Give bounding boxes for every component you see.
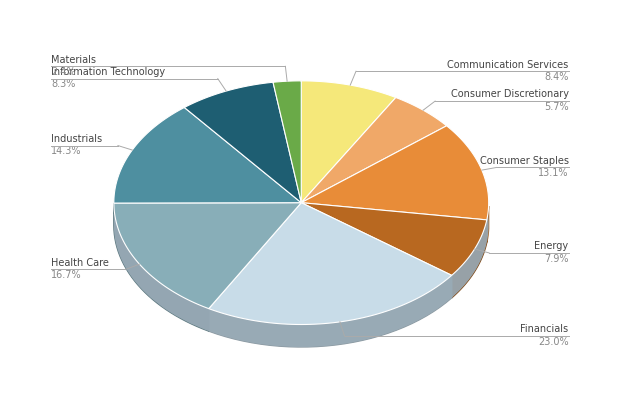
Text: Communication Services: Communication Services — [447, 59, 568, 70]
Polygon shape — [452, 220, 487, 298]
Polygon shape — [301, 203, 487, 275]
Text: 8.4%: 8.4% — [544, 72, 568, 82]
Polygon shape — [114, 203, 209, 331]
Text: Information Technology: Information Technology — [51, 67, 165, 77]
Text: Consumer Discretionary: Consumer Discretionary — [451, 89, 568, 99]
Polygon shape — [273, 81, 301, 203]
Text: 2.4%: 2.4% — [51, 67, 76, 77]
Text: Industrials: Industrials — [51, 134, 102, 144]
Text: Materials: Materials — [51, 55, 96, 65]
Text: 5.7%: 5.7% — [544, 102, 568, 112]
Polygon shape — [487, 206, 488, 242]
Polygon shape — [209, 275, 452, 347]
Text: 13.1%: 13.1% — [538, 168, 568, 178]
Text: 7.9%: 7.9% — [544, 253, 568, 263]
Polygon shape — [114, 107, 301, 203]
Text: Financials: Financials — [520, 324, 568, 334]
Text: 16.7%: 16.7% — [51, 270, 82, 280]
Polygon shape — [114, 203, 301, 308]
Text: Health Care: Health Care — [51, 258, 109, 268]
Polygon shape — [301, 97, 447, 203]
Text: 23.0%: 23.0% — [538, 337, 568, 347]
Text: Energy: Energy — [534, 241, 568, 251]
Text: 14.3%: 14.3% — [51, 146, 82, 156]
Ellipse shape — [114, 103, 489, 347]
Polygon shape — [301, 126, 489, 220]
Polygon shape — [184, 82, 301, 203]
Polygon shape — [301, 81, 396, 203]
Text: Consumer Staples: Consumer Staples — [479, 156, 568, 166]
Text: 8.3%: 8.3% — [51, 79, 76, 89]
Polygon shape — [209, 203, 452, 324]
